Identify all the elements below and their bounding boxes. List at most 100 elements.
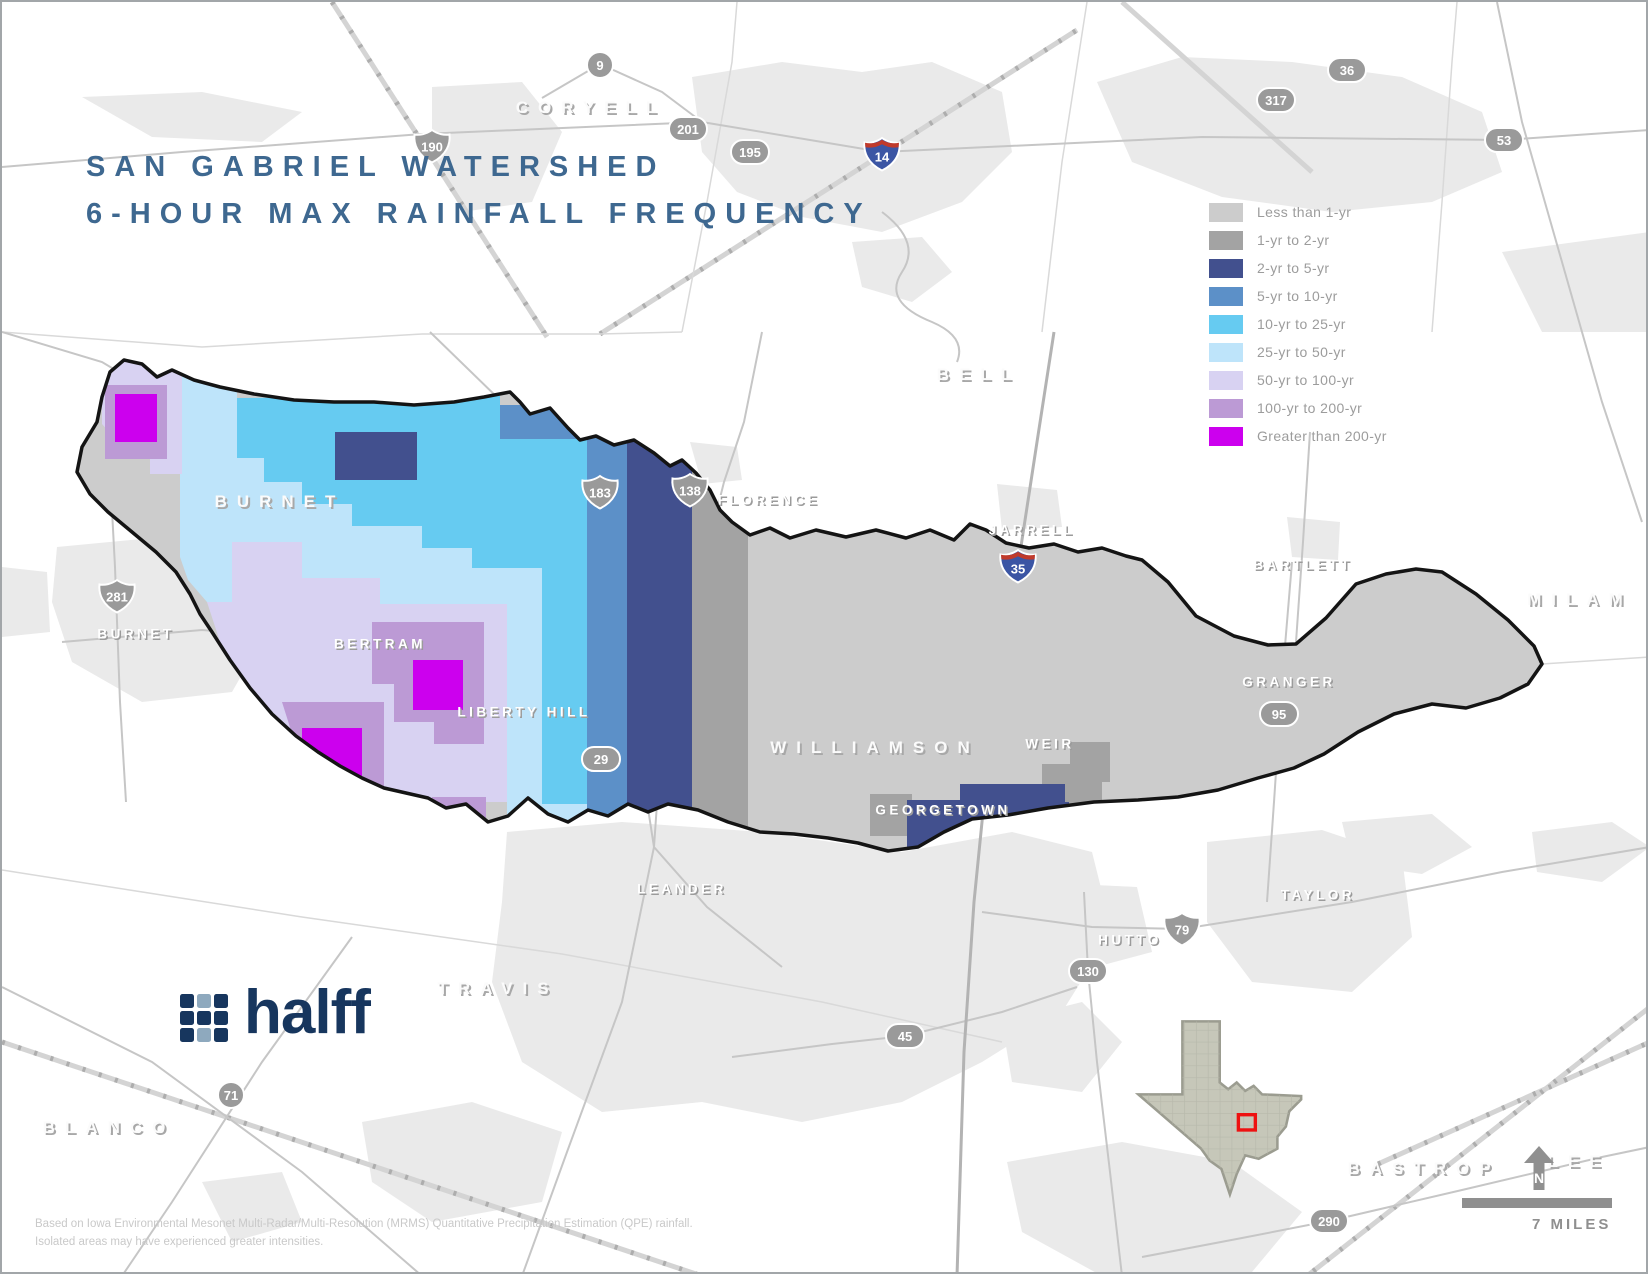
city-label: JARRELL <box>988 522 1076 538</box>
urban-areas <box>2 57 1646 1272</box>
county-label: MILAM <box>1527 590 1633 609</box>
county-lines <box>2 2 1646 1043</box>
legend-swatch <box>1209 426 1243 446</box>
county-label: WILLIAMSON <box>770 738 980 757</box>
highway-badge-45: 45 <box>885 1023 925 1049</box>
legend-label: 25-yr to 50-yr <box>1257 344 1346 360</box>
highway-badge-79: 79 <box>1161 911 1203 948</box>
legend-swatch <box>1209 286 1243 306</box>
city-label: BURNET <box>97 626 175 642</box>
attribution-line2: Isolated areas may have experienced grea… <box>35 1235 324 1248</box>
legend-swatch <box>1209 370 1243 390</box>
city-label: BERTRAM <box>334 636 426 652</box>
highway-badge-190: 190 <box>411 128 453 165</box>
highway-badge-36: 36 <box>1327 57 1367 83</box>
highway-badge-9: 9 <box>586 51 614 79</box>
legend-swatch <box>1209 342 1243 362</box>
us-route-shield-icon <box>671 472 709 508</box>
city-label: LIBERTY HILL <box>457 704 591 720</box>
highway-badge-label: 183 <box>589 486 611 501</box>
interstate-red-band <box>865 139 899 148</box>
highway-badge-14: 14 <box>861 136 903 173</box>
legend-row: 50-yr to 100-yr <box>1209 366 1387 394</box>
interstate-red-band <box>1001 551 1035 560</box>
us-route-shield-icon <box>581 474 619 510</box>
highway-badge-281: 281 <box>96 578 138 615</box>
map-title-line2: 6-HOUR MAX RAINFALL FREQUENCY <box>86 197 872 230</box>
legend-label: 1-yr to 2-yr <box>1257 232 1330 248</box>
map-title: SAN GABRIEL WATERSHED 6-HOUR MAX RAINFAL… <box>86 144 872 238</box>
us-route-shield-icon <box>98 578 136 614</box>
legend-swatch <box>1209 230 1243 250</box>
us-route-shield-icon <box>413 128 451 164</box>
city-label: BARTLETT <box>1253 557 1353 573</box>
county-label: CORYELL <box>515 98 667 117</box>
halff-logo-text: halff <box>244 978 371 1047</box>
legend-label: 2-yr to 5-yr <box>1257 260 1330 276</box>
attribution: Based on Iowa Environmental Mesonet Mult… <box>35 1216 693 1252</box>
legend-row: Less than 1-yr <box>1209 198 1387 226</box>
legend: Less than 1-yr 1-yr to 2-yr 2-yr to 5-yr 5-… <box>1209 198 1387 450</box>
highway-badge-label: 14 <box>875 150 890 165</box>
highway-badge-290: 290 <box>1309 1208 1349 1234</box>
us-route-shield-icon <box>1163 911 1201 947</box>
county-label: LEE <box>1547 1152 1611 1171</box>
city-label: TAYLOR <box>1280 887 1356 903</box>
highway-badge-53: 53 <box>1484 127 1524 153</box>
legend-row: 25-yr to 50-yr <box>1209 338 1387 366</box>
legend-label: 100-yr to 200-yr <box>1257 400 1363 416</box>
highway-badge-29: 29 <box>581 746 621 772</box>
scale-bar <box>1462 1198 1612 1208</box>
city-label: LEANDER <box>637 881 727 897</box>
legend-swatch <box>1209 398 1243 418</box>
legend-row: 5-yr to 10-yr <box>1209 282 1387 310</box>
city-label: GEORGETOWN <box>875 802 1011 818</box>
highway-badge-label: 281 <box>106 590 128 605</box>
map-title-line1: SAN GABRIEL WATERSHED <box>86 151 666 183</box>
legend-row: 10-yr to 25-yr <box>1209 310 1387 338</box>
highway-badge-138: 138 <box>669 472 711 509</box>
legend-label: 5-yr to 10-yr <box>1257 288 1338 304</box>
highway-badge-label: 35 <box>1011 562 1025 577</box>
city-label: HUTTO <box>1098 932 1162 948</box>
zone-10yr-25yr <box>237 396 587 822</box>
north-arrow: N <box>1524 1146 1554 1190</box>
county-label: BASTROP <box>1347 1159 1501 1178</box>
county-label: BELL <box>936 365 1022 384</box>
city-label: FLORENCE <box>717 492 821 508</box>
highway-badge-201: 201 <box>668 116 708 142</box>
halff-logo-icon <box>180 994 228 1042</box>
scale-label: 7 MILES <box>1532 1216 1612 1233</box>
north-arrow-icon <box>1524 1146 1554 1190</box>
legend-swatch <box>1209 314 1243 334</box>
north-arrow-label: N <box>1534 1170 1544 1186</box>
county-label: TRAVIS <box>437 979 559 998</box>
county-label: BLANCO <box>42 1118 176 1137</box>
legend-row: Greater than 200-yr <box>1209 422 1387 450</box>
highway-badge-183: 183 <box>579 474 621 511</box>
highway-badge-label: 138 <box>679 484 701 499</box>
legend-row: 1-yr to 2-yr <box>1209 226 1387 254</box>
highway-badge-35: 35 <box>997 548 1039 585</box>
halff-logo: halff <box>180 982 371 1044</box>
county-label: BURNET <box>214 492 346 511</box>
legend-label: 50-yr to 100-yr <box>1257 372 1355 388</box>
legend-swatch <box>1209 202 1243 222</box>
city-label: WEIR <box>1025 736 1075 752</box>
legend-label: 10-yr to 25-yr <box>1257 316 1346 332</box>
inset-highlight-box <box>1236 1113 1258 1132</box>
legend-row: 2-yr to 5-yr <box>1209 254 1387 282</box>
zone-25yr-50yr <box>180 370 587 830</box>
highway-badge-130: 130 <box>1068 958 1108 984</box>
texas-county-grid <box>1138 1021 1302 1195</box>
legend-row: 100-yr to 200-yr <box>1209 394 1387 422</box>
highway-badge-95: 95 <box>1259 701 1299 727</box>
watershed-outline <box>75 358 1544 853</box>
highway-badge-317: 317 <box>1256 87 1296 113</box>
legend-label: Greater than 200-yr <box>1257 428 1387 444</box>
highway-badge-label: 190 <box>421 140 443 155</box>
attribution-line1: Based on Iowa Environmental Mesonet Mult… <box>35 1218 693 1230</box>
